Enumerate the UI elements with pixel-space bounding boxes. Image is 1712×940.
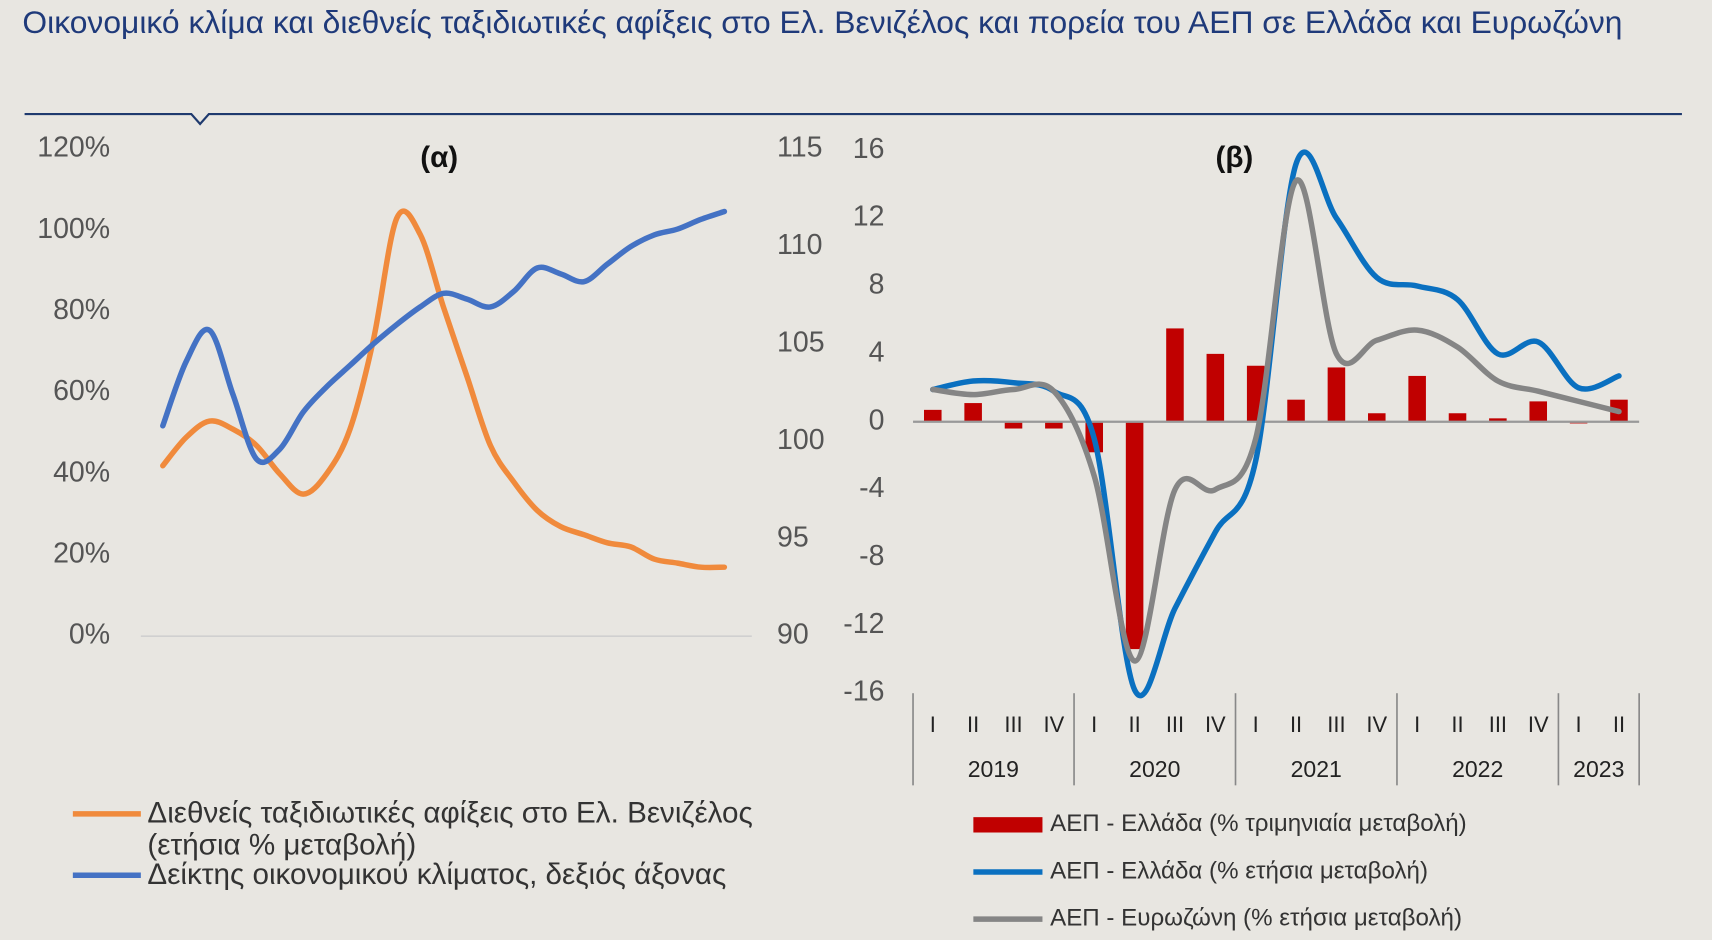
bar <box>1489 418 1507 422</box>
y2-tick-label: 115 <box>777 132 822 164</box>
line-series <box>930 149 1622 699</box>
y-tick-label: 16 <box>853 133 885 165</box>
x-tick-label: III <box>1489 712 1507 737</box>
bar <box>1448 413 1467 422</box>
x-tick-label: IV <box>1044 712 1065 737</box>
y-tick-label: 60% <box>53 375 110 407</box>
y-tick-label: 0% <box>69 619 110 651</box>
bar <box>1125 421 1144 650</box>
bar <box>1206 353 1225 422</box>
y-tick-label: 20% <box>53 538 110 570</box>
x-tick-label: I <box>930 712 936 737</box>
chart-title: Οικονομικό κλίμα και διεθνείς ταξιδιωτικ… <box>22 5 1623 41</box>
bar <box>1166 328 1184 422</box>
x-tick-label: III <box>1004 712 1022 737</box>
legend-label-box: Διεθνείς ταξιδιωτικές αφίξεις στο Ελ. Βε… <box>147 797 753 862</box>
y-tick-label: 80% <box>53 294 110 326</box>
panel-title: (α) <box>420 141 458 174</box>
y-tick-label: 120% <box>37 132 110 164</box>
y-tick-label: 4 <box>869 336 885 368</box>
legend-label-box: Δείκτης οικονομικού κλίματος, δεξιός άξο… <box>147 858 727 891</box>
y-tick-label: 0 <box>869 404 885 436</box>
group-label: 2022 <box>1452 756 1503 782</box>
bar <box>1368 413 1386 422</box>
panel-title: (β) <box>1216 141 1254 174</box>
group-label: 2020 <box>1129 756 1180 782</box>
x-tick-label: II <box>967 712 979 737</box>
legend-label: Διεθνείς ταξιδιωτικές αφίξεις στο Ελ. Βε… <box>147 797 753 862</box>
y2-tick-label: 90 <box>777 619 809 651</box>
x-tick-label: II <box>1451 712 1463 737</box>
group-label: 2019 <box>968 756 1019 782</box>
y-tick-label: -12 <box>843 608 884 640</box>
y-tick-label: 12 <box>853 201 885 233</box>
bar <box>1045 421 1063 429</box>
bar <box>1287 399 1305 422</box>
x-tick-label: II <box>1613 712 1625 737</box>
y-tick-label: -8 <box>859 540 884 572</box>
y2-tick-label: 100 <box>777 424 825 456</box>
y-tick-label: 40% <box>53 456 110 488</box>
x-tick-label: II <box>1290 712 1302 737</box>
y-tick-label: -4 <box>859 472 884 504</box>
legend-label: ΑΕΠ - Ελλάδα (% ετήσια μεταβολή) <box>1050 857 1428 884</box>
x-tick-label: IV <box>1366 712 1387 737</box>
y-tick-label: 100% <box>37 213 110 245</box>
bar <box>1408 375 1426 422</box>
legend-swatch <box>973 817 1043 833</box>
bar <box>1327 367 1346 422</box>
bar <box>924 409 942 422</box>
x-tick-label: III <box>1166 712 1184 737</box>
y2-tick-label: 105 <box>777 327 825 359</box>
line-series <box>930 177 1622 664</box>
x-tick-label: II <box>1129 712 1141 737</box>
x-tick-label: I <box>1414 712 1420 737</box>
legend-label: ΑΕΠ - Ευρωζώνη (% ετήσια μεταβολή) <box>1050 905 1462 932</box>
y-tick-label: -16 <box>843 676 884 708</box>
x-tick-label: III <box>1327 712 1345 737</box>
legend-label: Δείκτης οικονομικού κλίματος, δεξιός άξο… <box>147 858 727 891</box>
title-rule <box>24 112 1682 126</box>
x-tick-label: I <box>1576 712 1582 737</box>
x-tick-label: IV <box>1205 712 1226 737</box>
group-label: 2023 <box>1573 756 1624 782</box>
title-box: Οικονομικό κλίμα και διεθνείς ταξιδιωτικ… <box>22 5 1623 41</box>
x-tick-label: I <box>1091 712 1097 737</box>
bar <box>1004 421 1023 429</box>
bar <box>964 403 982 422</box>
x-tick-label: IV <box>1528 712 1549 737</box>
x-tick-label: I <box>1253 712 1259 737</box>
bar <box>1529 401 1548 422</box>
y2-tick-label: 95 <box>777 521 809 553</box>
line-series <box>160 208 728 466</box>
legend-label: ΑΕΠ - Ελλάδα (% τριμηνιαία μεταβολή) <box>1050 810 1467 837</box>
y2-tick-label: 110 <box>777 229 822 261</box>
group-label: 2021 <box>1291 756 1342 782</box>
y-tick-label: 8 <box>869 269 885 301</box>
